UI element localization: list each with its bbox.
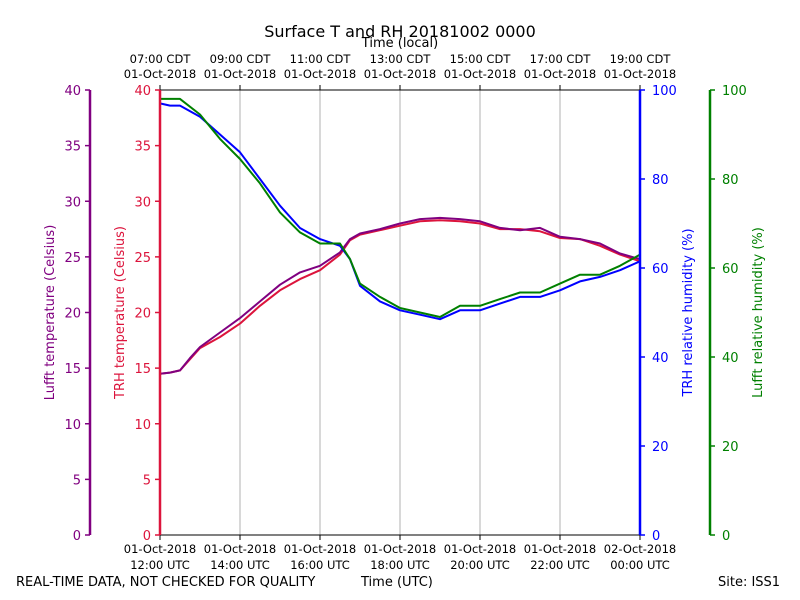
bottom-axis-footer-label: Time (UTC) (361, 575, 433, 590)
x-tick-label-date: 01-Oct-2018 (364, 542, 436, 556)
series-line-trh_t (159, 219, 641, 375)
y-tick-label: 25 (134, 251, 151, 266)
y-tick-label: 30 (64, 195, 81, 210)
y-tick-label: 60 (722, 262, 739, 277)
top-tick-label-time: 19:00 CDT (610, 52, 672, 66)
y-tick-label: 100 (722, 84, 747, 99)
x-tick-label-time: 12:00 UTC (130, 558, 190, 572)
top-tick-label-date: 01-Oct-2018 (364, 67, 436, 81)
x-tick-label-date: 01-Oct-2018 (204, 542, 276, 556)
chart-title: Surface T and RH 20181002 0000 (264, 22, 536, 41)
series-line-trh_rh (159, 102, 641, 321)
quality-warning: REAL-TIME DATA, NOT CHECKED FOR QUALITY (16, 575, 316, 590)
top-tick-label-time: 11:00 CDT (290, 52, 352, 66)
y-tick-label: 10 (64, 418, 81, 433)
x-tick-label-date: 01-Oct-2018 (444, 542, 516, 556)
y-tick-label: 5 (73, 473, 81, 488)
grid-lines (239, 90, 561, 535)
top-tick-label-date: 01-Oct-2018 (444, 67, 516, 81)
top-tick-label-time: 13:00 CDT (370, 52, 432, 66)
y-tick-label: 0 (143, 529, 151, 544)
y-tick-label: 20 (722, 440, 739, 455)
y-axis-label-trh_t: TRH temperature (Celsius) (113, 226, 128, 400)
y-tick-label: 15 (134, 362, 151, 377)
y-tick-label: 40 (64, 84, 81, 99)
top-tick-label-date: 01-Oct-2018 (604, 67, 676, 81)
y-tick-label: 60 (652, 262, 669, 277)
y-tick-label: 80 (722, 173, 739, 188)
series-line-lufft_rh (160, 97, 641, 318)
x-tick-label-time: 18:00 UTC (370, 558, 430, 572)
y-tick-label: 40 (652, 351, 669, 366)
y-tick-label: 20 (134, 307, 151, 322)
x-tick-label-time: 14:00 UTC (210, 558, 270, 572)
x-tick-label-date: 01-Oct-2018 (524, 542, 596, 556)
top-tick-label-date: 01-Oct-2018 (284, 67, 356, 81)
y-tick-label: 35 (64, 140, 81, 155)
y-axis-label-lufft_rh: Lufft relative humidity (%) (751, 227, 766, 398)
x-tick-label-time: 00:00 UTC (610, 558, 670, 572)
top-tick-label-time: 07:00 CDT (130, 52, 192, 66)
y-tick-label: 40 (134, 84, 151, 99)
y-tick-label: 100 (652, 84, 677, 99)
y-tick-label: 0 (722, 529, 730, 544)
top-tick-label-date: 01-Oct-2018 (124, 67, 196, 81)
top-tick-label-date: 01-Oct-2018 (524, 67, 596, 81)
site-label: Site: ISS1 (718, 575, 781, 590)
y-tick-label: 20 (652, 440, 669, 455)
y-tick-label: 0 (652, 529, 660, 544)
top-tick-label-time: 09:00 CDT (210, 52, 272, 66)
y-tick-label: 5 (143, 473, 151, 488)
top-tick-label-time: 15:00 CDT (450, 52, 512, 66)
top-axis-label: Time (local) (361, 36, 438, 51)
y-axis-label-lufft_t: Lufft temperature (Celsius) (43, 225, 58, 401)
x-tick-label-date: 01-Oct-2018 (124, 542, 196, 556)
x-tick-label-date: 02-Oct-2018 (604, 542, 676, 556)
y-tick-label: 0 (73, 529, 81, 544)
series-line-lufft_t (159, 216, 641, 375)
x-tick-label-time: 16:00 UTC (290, 558, 350, 572)
y-axis-label-trh_rh: TRH relative humidity (%) (681, 228, 696, 397)
y-tick-label: 35 (134, 140, 151, 155)
y-tick-label: 40 (722, 351, 739, 366)
y-tick-label: 15 (64, 362, 81, 377)
y-tick-label: 25 (64, 251, 81, 266)
y-tick-label: 10 (134, 418, 151, 433)
x-tick-label-time: 20:00 UTC (450, 558, 510, 572)
y-tick-label: 30 (134, 195, 151, 210)
x-tick-label-date: 01-Oct-2018 (284, 542, 356, 556)
top-tick-label-date: 01-Oct-2018 (204, 67, 276, 81)
series-group (159, 97, 641, 375)
x-tick-label-time: 22:00 UTC (530, 558, 590, 572)
y-tick-label: 80 (652, 173, 669, 188)
axes-group (85, 85, 715, 540)
top-tick-label-time: 17:00 CDT (530, 52, 592, 66)
y-tick-label: 20 (64, 307, 81, 322)
